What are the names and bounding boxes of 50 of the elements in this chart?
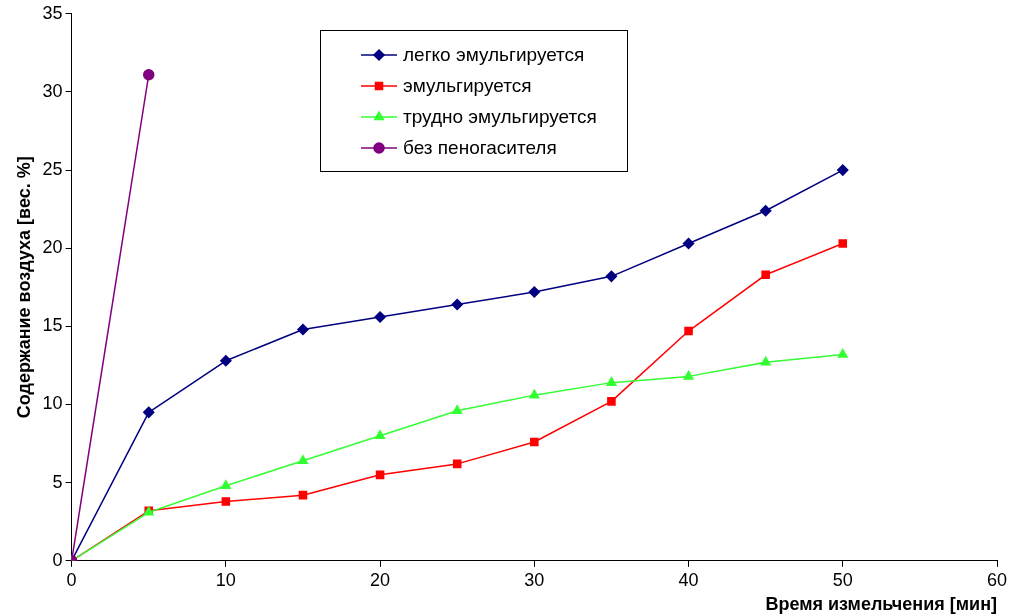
y-tick-label: 20 xyxy=(42,237,63,258)
x-tick-label: 50 xyxy=(832,569,853,590)
point xyxy=(837,348,848,358)
y-tick-label: 35 xyxy=(42,2,63,23)
point xyxy=(297,455,309,465)
x-axis-title: Время измельчения [мин] xyxy=(765,594,997,615)
y-tick-label: 5 xyxy=(52,471,63,492)
point xyxy=(220,355,232,367)
point xyxy=(297,323,309,336)
point xyxy=(606,376,617,386)
y-tick-label: 15 xyxy=(42,315,63,336)
point xyxy=(452,405,463,415)
x-tick-label: 30 xyxy=(524,569,545,590)
legend-label: эмульгируется xyxy=(403,74,532,97)
point xyxy=(142,406,155,419)
point xyxy=(605,270,618,283)
point xyxy=(375,430,386,440)
point xyxy=(374,311,386,323)
y-tick-label: 25 xyxy=(42,159,63,180)
point xyxy=(452,459,462,469)
point xyxy=(761,270,770,280)
x-tick-label: 20 xyxy=(370,569,391,590)
point xyxy=(221,497,231,506)
legend-label: без пеногасителя xyxy=(403,136,557,159)
y-tick-label: 30 xyxy=(42,80,63,101)
x-tick-label: 10 xyxy=(215,569,236,590)
y-axis-title: Содержание воздуха [вес. %] xyxy=(13,156,34,419)
x-tick-label: 60 xyxy=(986,569,1008,590)
y-tick-label: 0 xyxy=(52,549,63,570)
point xyxy=(838,239,848,248)
legend-label: легко эмульгируется xyxy=(403,43,585,66)
point xyxy=(375,470,385,480)
point xyxy=(220,480,231,490)
point xyxy=(530,437,539,447)
x-tick-label: 0 xyxy=(66,569,77,590)
point xyxy=(760,356,771,366)
point xyxy=(684,326,693,336)
point xyxy=(837,164,849,176)
point xyxy=(528,286,541,298)
point xyxy=(298,490,308,500)
point xyxy=(451,298,463,311)
x-tick-label: 40 xyxy=(678,569,699,590)
legend-label: трудно эмульгируется xyxy=(403,105,597,128)
point xyxy=(683,370,694,380)
point xyxy=(759,204,772,217)
point xyxy=(142,69,155,81)
point xyxy=(607,397,616,406)
point xyxy=(529,389,540,399)
y-tick-label: 10 xyxy=(42,393,63,414)
point xyxy=(682,237,695,250)
